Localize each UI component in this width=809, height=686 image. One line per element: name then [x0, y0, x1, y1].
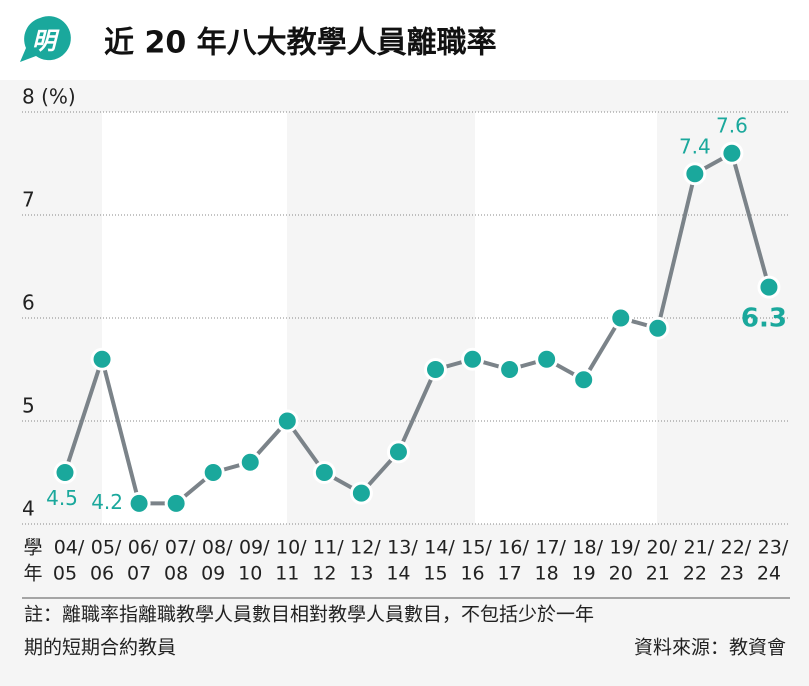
note: 期的短期合約教員 — [24, 637, 176, 659]
point — [461, 347, 485, 371]
x-axis-label: 年 — [23, 563, 42, 585]
value-label: 7.4 — [679, 134, 711, 158]
x-tick-label: 13 — [349, 563, 373, 585]
x-tick-label: 17/ — [535, 537, 566, 559]
point — [424, 358, 447, 381]
value-label: 6.3 — [741, 304, 787, 334]
x-tick-label: 09/ — [239, 537, 270, 559]
x-tick-label: 23/ — [758, 537, 789, 559]
x-tick-label: 06/ — [128, 537, 159, 559]
x-axis-label: 學 — [23, 537, 42, 559]
point — [646, 316, 670, 340]
x-tick-label: 05/ — [91, 537, 122, 559]
value-label: 4.5 — [46, 486, 78, 510]
point — [312, 461, 336, 484]
header-bg — [0, 0, 809, 80]
point — [201, 461, 225, 484]
point — [683, 162, 707, 186]
x-tick-label: 11/ — [313, 537, 344, 559]
point — [275, 409, 299, 433]
source: 資料來源：教資會 — [634, 637, 786, 659]
x-tick-label: 16 — [460, 563, 484, 585]
x-tick-label: 20/ — [647, 537, 678, 559]
x-tick-label: 22 — [683, 563, 707, 585]
x-tick-label: 07/ — [165, 537, 196, 559]
x-tick-label: 13/ — [387, 537, 418, 559]
point — [53, 461, 77, 484]
x-tick-label: 10 — [238, 563, 262, 585]
point — [720, 141, 744, 165]
x-tick-label: 04/ — [54, 537, 85, 559]
point — [238, 450, 262, 474]
point — [535, 347, 559, 371]
point — [572, 368, 596, 392]
x-tick-label: 14/ — [424, 537, 455, 559]
x-tick-label: 17 — [498, 563, 522, 585]
logo-bubble — [20, 16, 71, 63]
x-tick-label: 12/ — [350, 537, 381, 559]
x-tick-label: 22/ — [721, 537, 752, 559]
x-tick-label: 19 — [572, 563, 596, 585]
note: 註：離職率指離職教學人員數目相對教學人員數目，不包括少於一年 — [24, 604, 594, 626]
y-tick-label: 6 — [22, 291, 35, 315]
x-tick-label: 14 — [386, 563, 410, 585]
x-tick-label: 08 — [164, 563, 188, 585]
point — [349, 481, 373, 505]
logo: 明 — [32, 27, 60, 55]
value-label: 7.6 — [716, 114, 748, 138]
x-tick-label: 11 — [275, 563, 299, 585]
point — [498, 358, 522, 381]
x-tick-label: 16/ — [498, 537, 529, 559]
x-tick-label: 18/ — [572, 537, 603, 559]
y-tick-label: 7 — [22, 188, 35, 212]
value-label: 4.2 — [91, 490, 123, 514]
x-tick-label: 21 — [646, 563, 670, 585]
y-tick-label: 5 — [22, 394, 35, 418]
chart-title: 近 20 年八大教學人員離職率 — [104, 26, 497, 61]
x-tick-label: 23 — [720, 563, 744, 585]
x-tick-label: 10/ — [276, 537, 307, 559]
point — [757, 275, 781, 299]
x-tick-label: 21/ — [684, 537, 715, 559]
y-tick-label: 8 (%) — [22, 85, 76, 109]
x-tick-label: 18 — [535, 563, 559, 585]
point — [127, 491, 151, 515]
x-tick-label: 05 — [53, 563, 77, 585]
point — [90, 347, 114, 371]
x-tick-label: 20 — [609, 563, 633, 585]
point — [609, 306, 633, 330]
x-tick-label: 12 — [312, 563, 336, 585]
x-tick-label: 09 — [201, 563, 225, 585]
x-tick-label: 08/ — [202, 537, 233, 559]
x-tick-label: 15 — [423, 563, 447, 585]
x-tick-label: 06 — [90, 563, 114, 585]
x-tick-label: 15/ — [461, 537, 492, 559]
x-tick-label: 24 — [757, 563, 781, 585]
point — [164, 491, 188, 515]
x-tick-label: 19/ — [609, 537, 640, 559]
x-tick-label: 07 — [127, 563, 151, 585]
y-tick-label: 4 — [22, 497, 35, 521]
point — [386, 440, 410, 464]
